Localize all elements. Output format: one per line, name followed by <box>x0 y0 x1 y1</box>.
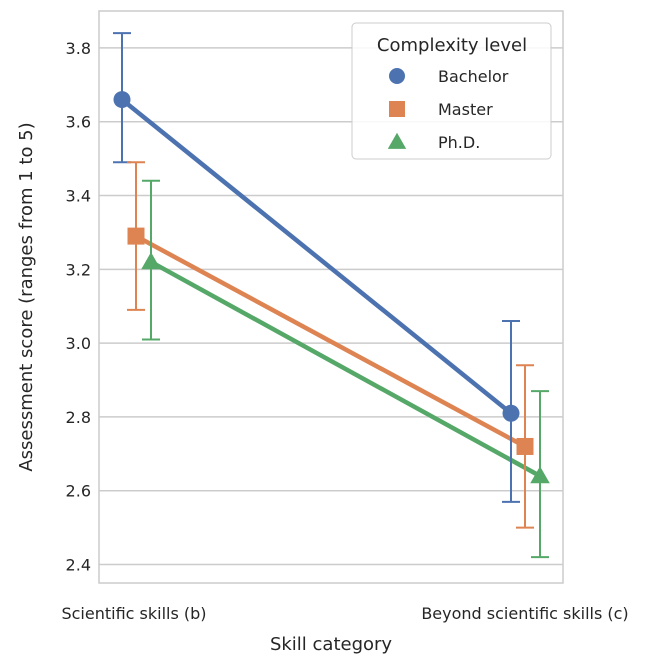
legend-box <box>351 22 552 160</box>
data-point <box>127 227 145 245</box>
y-tick-labels: 2.4 2.6 2.8 3.0 3.2 3.4 3.6 3.8 <box>66 39 91 575</box>
legend-marker <box>387 132 407 149</box>
data-markers <box>113 91 550 484</box>
x-tick-label: Scientific skills (b) <box>61 604 206 623</box>
y-tick-label: 2.6 <box>66 482 91 501</box>
x-tick-label: Beyond scientific skills (c) <box>421 604 628 623</box>
legend-label: Ph.D. <box>438 133 480 152</box>
series-line <box>148 259 543 479</box>
y-tick-label: 2.4 <box>66 556 91 575</box>
series-line <box>119 97 514 416</box>
data-point <box>502 404 520 422</box>
legend-marker <box>389 101 405 117</box>
legend-title: Complexity level <box>377 35 527 56</box>
x-tick-labels: Scientific skills (b) Beyond scientific s… <box>61 604 628 623</box>
legend-marker <box>389 68 405 84</box>
y-tick-label: 3.4 <box>66 187 91 206</box>
y-tick-label: 3.8 <box>66 39 91 58</box>
legend-label: Master <box>438 100 493 119</box>
legend-label: Bachelor <box>438 67 509 86</box>
y-tick-label: 3.2 <box>66 260 91 279</box>
y-tick-label: 3.0 <box>66 334 91 353</box>
data-point <box>530 466 550 484</box>
y-tick-label: 3.6 <box>66 113 91 132</box>
y-axis-title: Assessment score (ranges from 1 to 5) <box>16 122 37 471</box>
y-tick-label: 2.8 <box>66 408 91 427</box>
data-point <box>141 252 161 270</box>
data-point <box>516 437 534 455</box>
x-axis-title: Skill category <box>270 634 392 655</box>
legend: Complexity level Bachelor Master Ph.D. <box>351 22 552 160</box>
series-lines <box>119 97 543 479</box>
series-line <box>133 233 528 449</box>
data-point <box>113 91 131 109</box>
